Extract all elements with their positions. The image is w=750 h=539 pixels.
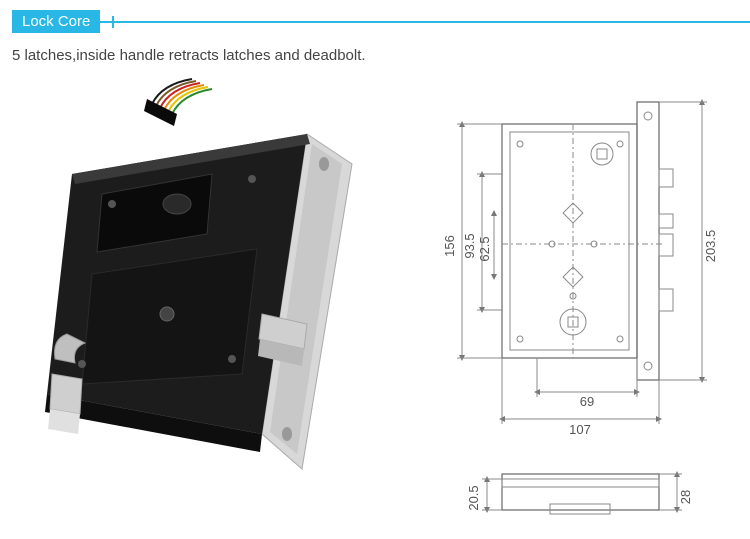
product-photo-svg — [12, 74, 382, 494]
dim-height-inner: 156 — [442, 235, 457, 257]
lock-body — [45, 134, 352, 469]
dim-side-offset: 20.5 — [466, 485, 481, 510]
dim-height-outer: 203.5 — [703, 230, 718, 263]
section-title-badge: Lock Core — [12, 10, 100, 33]
technical-diagram-svg: 203.5 156 93.5 62.5 69 107 — [402, 74, 742, 534]
content-row: 203.5 156 93.5 62.5 69 107 — [0, 64, 750, 534]
dim-height-center: 62.5 — [477, 236, 492, 261]
section-header: Lock Core — [0, 0, 750, 33]
dim-side-depth: 28 — [678, 490, 693, 504]
header-tick — [112, 16, 114, 28]
dim-width-inner: 69 — [580, 394, 594, 409]
section-title: Lock Core — [22, 13, 90, 30]
header-rule — [100, 21, 750, 23]
faceplate-outline — [637, 102, 659, 380]
wire-harness — [144, 79, 212, 126]
dim-height-mid: 93.5 — [462, 233, 477, 258]
dim-width-body: 107 — [569, 422, 591, 437]
body-outline — [502, 124, 637, 358]
technical-diagram: 203.5 156 93.5 62.5 69 107 — [402, 74, 742, 534]
product-photo — [12, 74, 382, 494]
side-profile: 28 20.5 — [466, 474, 693, 514]
section-description: 5 latches,inside handle retracts latches… — [0, 33, 750, 64]
